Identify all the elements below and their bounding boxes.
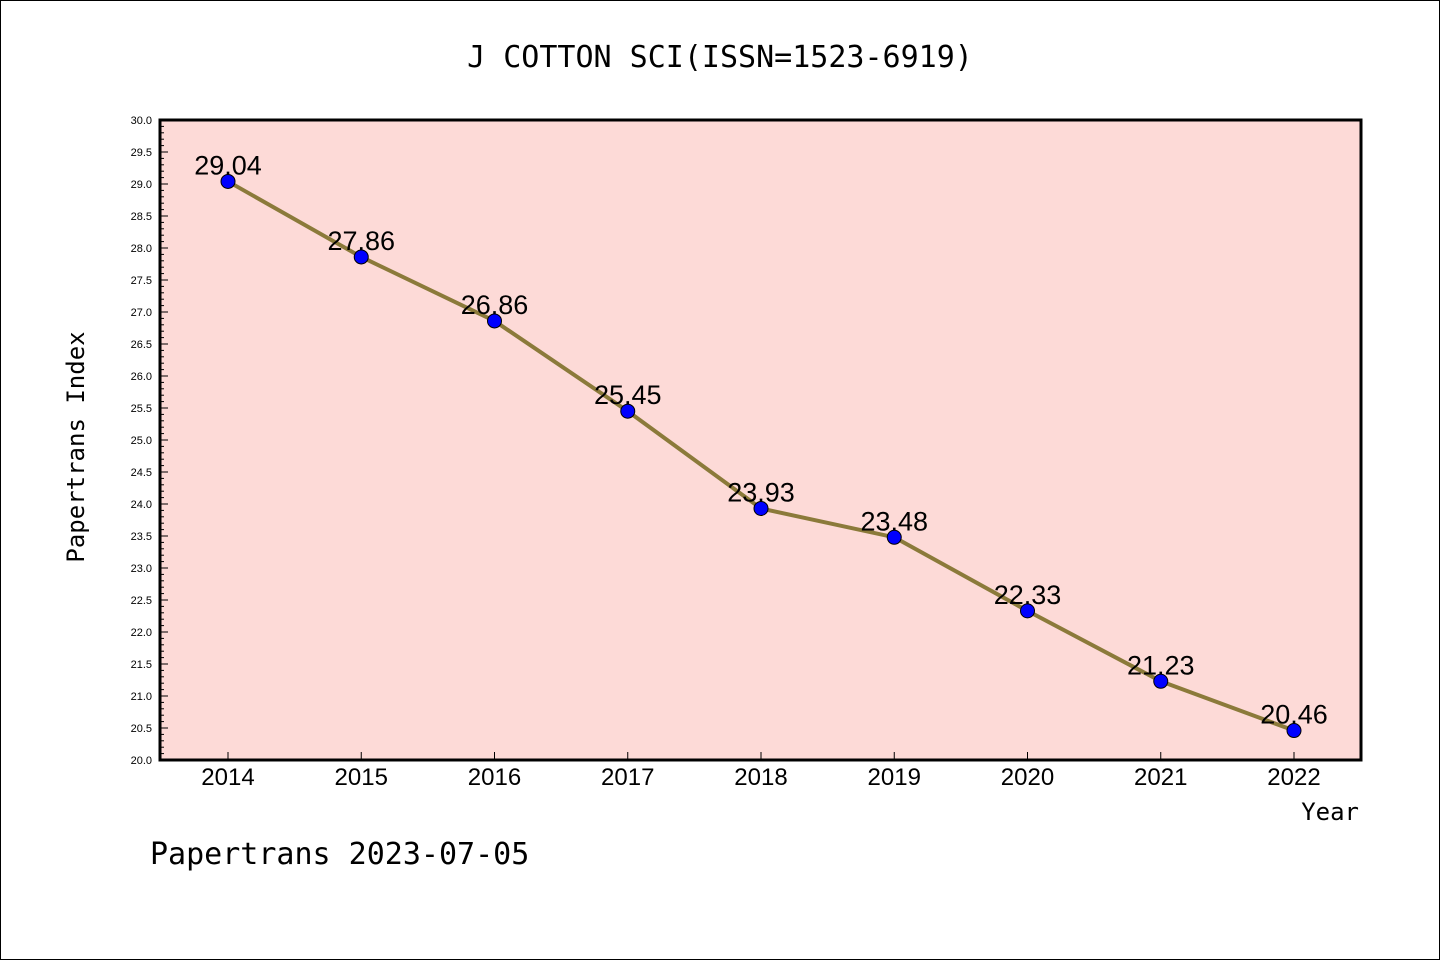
data-point bbox=[220, 173, 236, 189]
x-tick-label: 2018 bbox=[734, 764, 787, 791]
y-tick-label: 29.5 bbox=[131, 147, 152, 159]
y-axis-label: Papertrans Index bbox=[62, 331, 90, 562]
y-tick-label: 20.5 bbox=[131, 723, 152, 735]
x-tick-label: 2021 bbox=[1134, 764, 1187, 791]
y-tick-label: 22.5 bbox=[131, 595, 152, 607]
x-axis: 2014 2015 2016 2017 2018 2019 2020 2021 2022 bbox=[201, 752, 1321, 791]
x-tick-label: 2014 bbox=[201, 764, 254, 791]
data-point bbox=[886, 529, 902, 545]
series-layer bbox=[220, 173, 1302, 739]
chart-title: J COTTON SCI(ISSN=1523-6919) bbox=[467, 40, 973, 75]
data-label: 26.86 bbox=[461, 290, 529, 320]
y-tick-label: 29.0 bbox=[131, 179, 152, 191]
x-tick-label: 2016 bbox=[468, 764, 521, 791]
y-tick-label: 28.5 bbox=[131, 211, 152, 223]
x-tick-label: 2015 bbox=[335, 764, 388, 791]
y-tick-label: 20.0 bbox=[131, 755, 152, 767]
data-point bbox=[1020, 603, 1035, 619]
y-tick-label: 26.0 bbox=[131, 371, 152, 383]
y-tick-label: 27.0 bbox=[131, 307, 152, 319]
data-label: 22.33 bbox=[994, 580, 1062, 610]
data-point bbox=[1286, 723, 1302, 739]
data-label: 23.93 bbox=[727, 477, 795, 507]
y-tick-label: 25.0 bbox=[131, 435, 152, 447]
data-label: 20.46 bbox=[1260, 700, 1328, 730]
x-tick-label: 2022 bbox=[1267, 764, 1320, 791]
data-point bbox=[487, 313, 502, 329]
y-tick-label: 26.5 bbox=[131, 339, 152, 351]
y-tick-label: 23.0 bbox=[131, 563, 152, 575]
data-label: 21.23 bbox=[1127, 650, 1195, 680]
plot-area bbox=[158, 118, 1363, 762]
y-tick-label: 21.5 bbox=[131, 659, 152, 671]
data-label: 27.86 bbox=[327, 226, 395, 256]
y-tick-label: 24.0 bbox=[131, 499, 152, 511]
x-tick-label: 2017 bbox=[601, 764, 654, 791]
y-tick-label: 28.0 bbox=[131, 243, 152, 255]
x-tick-label: 2020 bbox=[1001, 764, 1054, 791]
y-tick-label: 27.5 bbox=[131, 275, 152, 287]
y-tick-label: 22.0 bbox=[131, 627, 152, 639]
y-tick-label: 25.5 bbox=[131, 403, 152, 415]
y-tick-label: 30.0 bbox=[131, 115, 152, 127]
y-tick-label: 23.5 bbox=[131, 531, 152, 543]
data-point bbox=[753, 500, 769, 516]
x-axis-label: Year bbox=[1301, 798, 1359, 826]
footer-text: Papertrans 2023-07-05 bbox=[150, 837, 529, 872]
data-label: 25.45 bbox=[594, 380, 662, 410]
data-labels-layer: 29.04 27.86 26.86 25.45 23.93 23.48 22.33 21.23… bbox=[194, 150, 1328, 729]
data-point bbox=[620, 403, 636, 419]
y-tick-label: 21.0 bbox=[131, 691, 152, 703]
x-tick-label: 2019 bbox=[868, 764, 921, 791]
y-tick-label: 24.5 bbox=[131, 467, 152, 479]
data-label: 29.04 bbox=[194, 150, 262, 180]
data-label: 23.48 bbox=[860, 506, 928, 536]
data-point bbox=[1153, 673, 1169, 689]
y-axis: 20.0 20.5 21.0 21.5 22.0 22.5 23.0 23.5 24.0 24.5… bbox=[131, 115, 168, 767]
data-point bbox=[353, 249, 369, 265]
